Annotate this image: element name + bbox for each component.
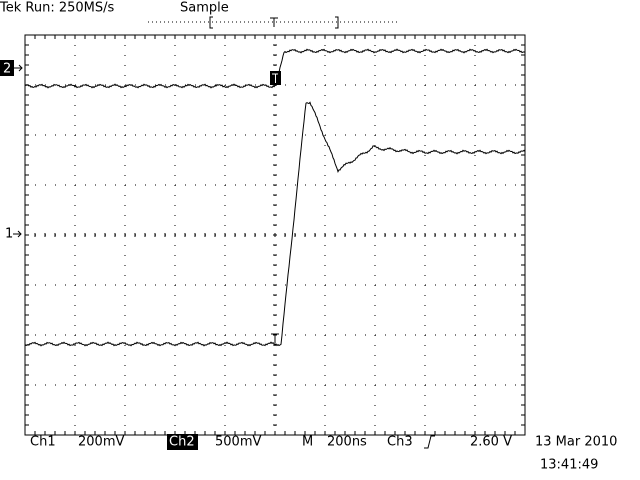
- time: 13:41:49: [540, 458, 598, 473]
- ch2-label-box: [167, 434, 198, 450]
- ch1-label: Ch1: [30, 435, 56, 450]
- ch2-scale: 500mV: [215, 435, 261, 450]
- ch2-waveform: [24, 48, 526, 89]
- ch1-scale: 200mV: [78, 435, 124, 450]
- ch2-label: Ch2: [169, 435, 195, 450]
- ch1-waveform: [24, 101, 526, 347]
- ch2-marker-box: [0, 60, 14, 76]
- trigger-slope-icon: [424, 435, 435, 449]
- ch1-trigger-t: [271, 333, 279, 343]
- ch2-marker: 2: [3, 62, 11, 77]
- ch1-marker: 1: [5, 227, 13, 242]
- ch2-arrow: [14, 64, 23, 72]
- trigger-level: 2.60 V: [470, 435, 512, 450]
- timebase-scale: 200ns: [327, 435, 367, 450]
- trigger-source: Ch3: [387, 435, 413, 450]
- timebase-label: M: [302, 435, 313, 450]
- ch2-trigger-t: [272, 73, 279, 83]
- ch1-arrow: [13, 230, 22, 238]
- graticule-border: [24, 34, 526, 436]
- record-brackets: [209, 16, 339, 29]
- acquisition-mode: Sample: [180, 1, 229, 16]
- status: Tek Run: 250MS/s: [0, 1, 114, 16]
- date: 13 Mar 2010: [535, 435, 617, 450]
